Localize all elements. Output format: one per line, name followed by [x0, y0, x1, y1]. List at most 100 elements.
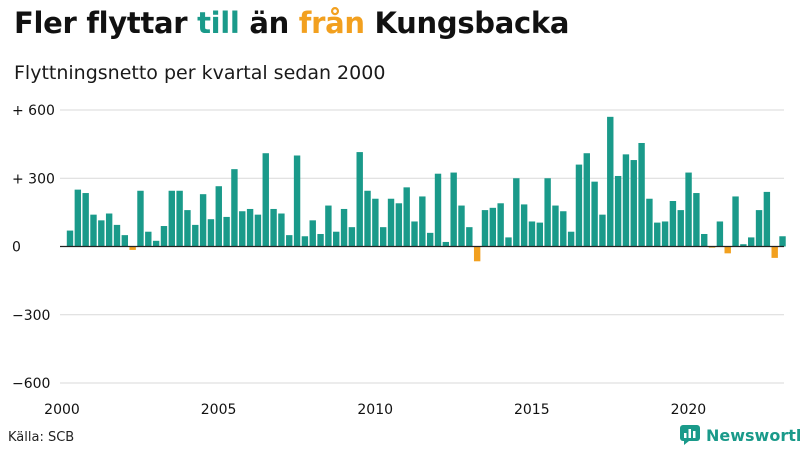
bar [520, 204, 528, 247]
bar [152, 240, 160, 247]
bar [113, 224, 121, 247]
bar [599, 214, 606, 247]
bar [669, 201, 677, 247]
bar [779, 236, 786, 247]
bar [325, 205, 332, 247]
bar [301, 236, 309, 247]
bar [724, 246, 731, 254]
bar [98, 220, 105, 247]
bar [591, 181, 598, 247]
bar [215, 186, 222, 247]
bar [168, 190, 175, 247]
x-tick-label: 2000 [44, 402, 80, 418]
bar [286, 235, 293, 247]
bar [121, 235, 129, 247]
bar [309, 220, 316, 247]
bar [505, 237, 512, 247]
y-tick-label: −300 [12, 308, 50, 324]
bar [403, 187, 410, 247]
title-part-5: Kungsbacka [364, 6, 570, 40]
title-part-2-positive: till [197, 6, 240, 40]
bar [231, 169, 238, 247]
bar [536, 222, 543, 247]
bar [66, 230, 74, 247]
bar [654, 222, 661, 247]
y-tick-label: + 300 [12, 171, 55, 187]
bar [638, 142, 645, 247]
bar [685, 172, 692, 247]
bar [716, 221, 724, 247]
bar [693, 193, 700, 247]
bar [129, 246, 136, 250]
chart-subtitle: Flyttningsnetto per kvartal sedan 2000 [14, 62, 386, 84]
x-tick-label: 2015 [514, 402, 550, 418]
bar [364, 190, 371, 247]
bar [575, 164, 583, 247]
bar [622, 154, 630, 247]
bar [387, 198, 395, 247]
title-part-4-negative: från [298, 6, 365, 40]
source-label: Källa: SCB [8, 430, 75, 445]
bar [763, 191, 771, 247]
bar [466, 227, 473, 247]
bar [419, 196, 426, 247]
bar [528, 221, 536, 247]
x-tick-label: 2020 [671, 402, 707, 418]
bar [497, 203, 504, 247]
bar [145, 231, 152, 247]
bars [66, 116, 786, 262]
bar [583, 153, 590, 247]
bar [223, 216, 230, 247]
bar [560, 211, 567, 247]
bar [192, 224, 199, 247]
bar [372, 198, 379, 247]
brand-name: Newsworthy [706, 425, 800, 445]
bar [380, 227, 387, 247]
bar [293, 155, 301, 247]
y-tick-label: 0 [12, 240, 21, 256]
bar [661, 221, 669, 247]
bar [356, 152, 363, 247]
chart-title: Fler flyttar till än från Kungsbacka [14, 6, 569, 40]
title-part-1: Fler flyttar [14, 6, 198, 40]
bar [395, 203, 403, 247]
gridlines [60, 109, 784, 384]
bar [646, 198, 653, 247]
y-tick-label: −600 [12, 376, 50, 392]
bar [105, 213, 113, 247]
bar [771, 246, 778, 258]
bar [489, 207, 497, 247]
bar [473, 246, 481, 262]
bar [262, 153, 269, 247]
bar [607, 116, 614, 247]
bar [481, 210, 489, 247]
bar [552, 205, 559, 247]
x-tick-label: 2005 [201, 402, 237, 418]
title-part-3: än [239, 6, 299, 40]
bar [748, 237, 755, 247]
y-tick-label: + 600 [12, 103, 55, 119]
bar [207, 219, 215, 247]
bar [90, 214, 97, 247]
bar [333, 231, 340, 247]
bar [254, 214, 262, 247]
bar [630, 160, 637, 247]
brand-logo: Newsworthy [680, 425, 800, 445]
bar [701, 233, 708, 247]
x-axis-labels: 2000 2005 2010 2015 2020 [44, 402, 706, 418]
newsworthy-logo-icon [680, 425, 700, 445]
bar [434, 173, 442, 247]
bar [544, 178, 551, 247]
bar [340, 208, 348, 247]
bar [278, 213, 285, 247]
bar [160, 226, 168, 247]
bar [411, 221, 418, 247]
bar [755, 210, 763, 247]
bar [614, 175, 622, 247]
bar [82, 193, 89, 247]
bar [450, 172, 457, 247]
bar [184, 210, 191, 247]
bar [239, 211, 246, 247]
bar [677, 210, 684, 247]
